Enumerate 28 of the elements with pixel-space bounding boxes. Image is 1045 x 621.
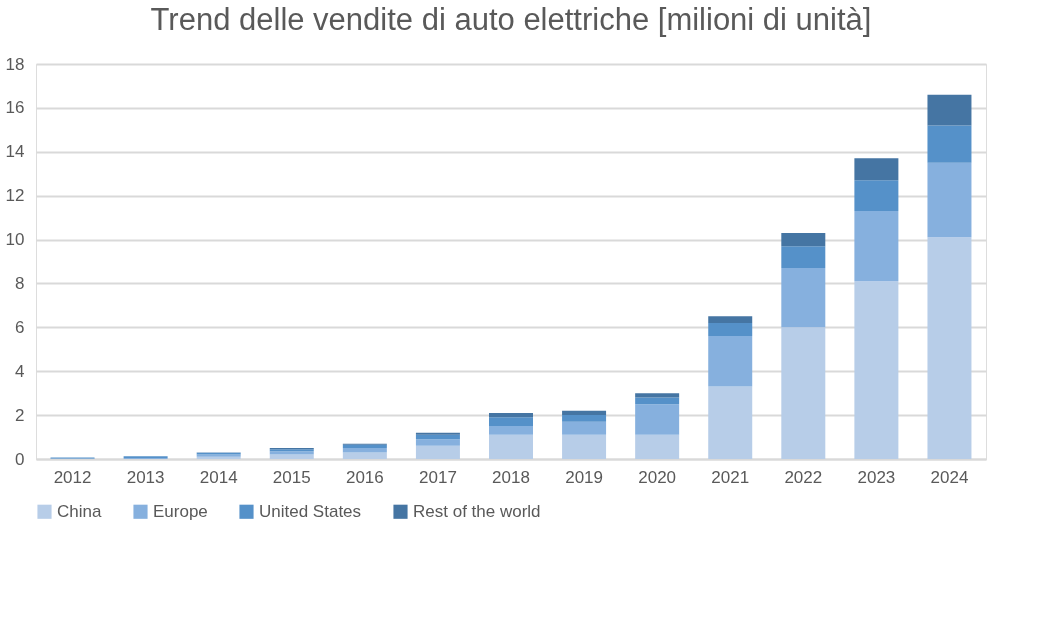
- y-tick-label: 18: [5, 54, 25, 74]
- y-tick-label: 8: [15, 273, 25, 293]
- y-tick-label: 4: [15, 361, 25, 381]
- x-tick-label: 2023: [857, 467, 896, 487]
- y-tick-label: 12: [5, 186, 25, 206]
- x-tick-label: 2020: [638, 467, 677, 487]
- x-tick-label: 2015: [272, 467, 311, 487]
- y-tick-label: 0: [15, 449, 25, 469]
- y-tick-label: 16: [5, 98, 25, 118]
- x-tick-label: 2021: [711, 467, 750, 487]
- x-tick-label: 2017: [419, 467, 457, 487]
- y-tick-label: 14: [5, 142, 25, 162]
- x-tick-label: 2018: [492, 467, 530, 487]
- y-tick-label: 10: [5, 230, 25, 250]
- x-tick-label: 2014: [199, 467, 238, 487]
- legend-label: United States: [259, 501, 362, 521]
- x-tick-label: 2016: [345, 467, 384, 487]
- chart-title: Trend delle vendite di auto elettriche [milioni di unità]: [150, 2, 872, 37]
- y-tick-label: 6: [15, 317, 25, 337]
- legend-label: Rest of the world: [413, 501, 541, 521]
- x-tick-label: 2013: [126, 467, 165, 487]
- x-tick-label: 2024: [930, 467, 969, 487]
- x-tick-label: 2019: [565, 467, 603, 487]
- y-tick-label: 2: [15, 405, 25, 425]
- legend-label: China: [57, 501, 102, 521]
- x-tick-label: 2012: [53, 467, 92, 487]
- x-tick-label: 2022: [784, 467, 823, 487]
- legend-label: Europe: [153, 501, 208, 521]
